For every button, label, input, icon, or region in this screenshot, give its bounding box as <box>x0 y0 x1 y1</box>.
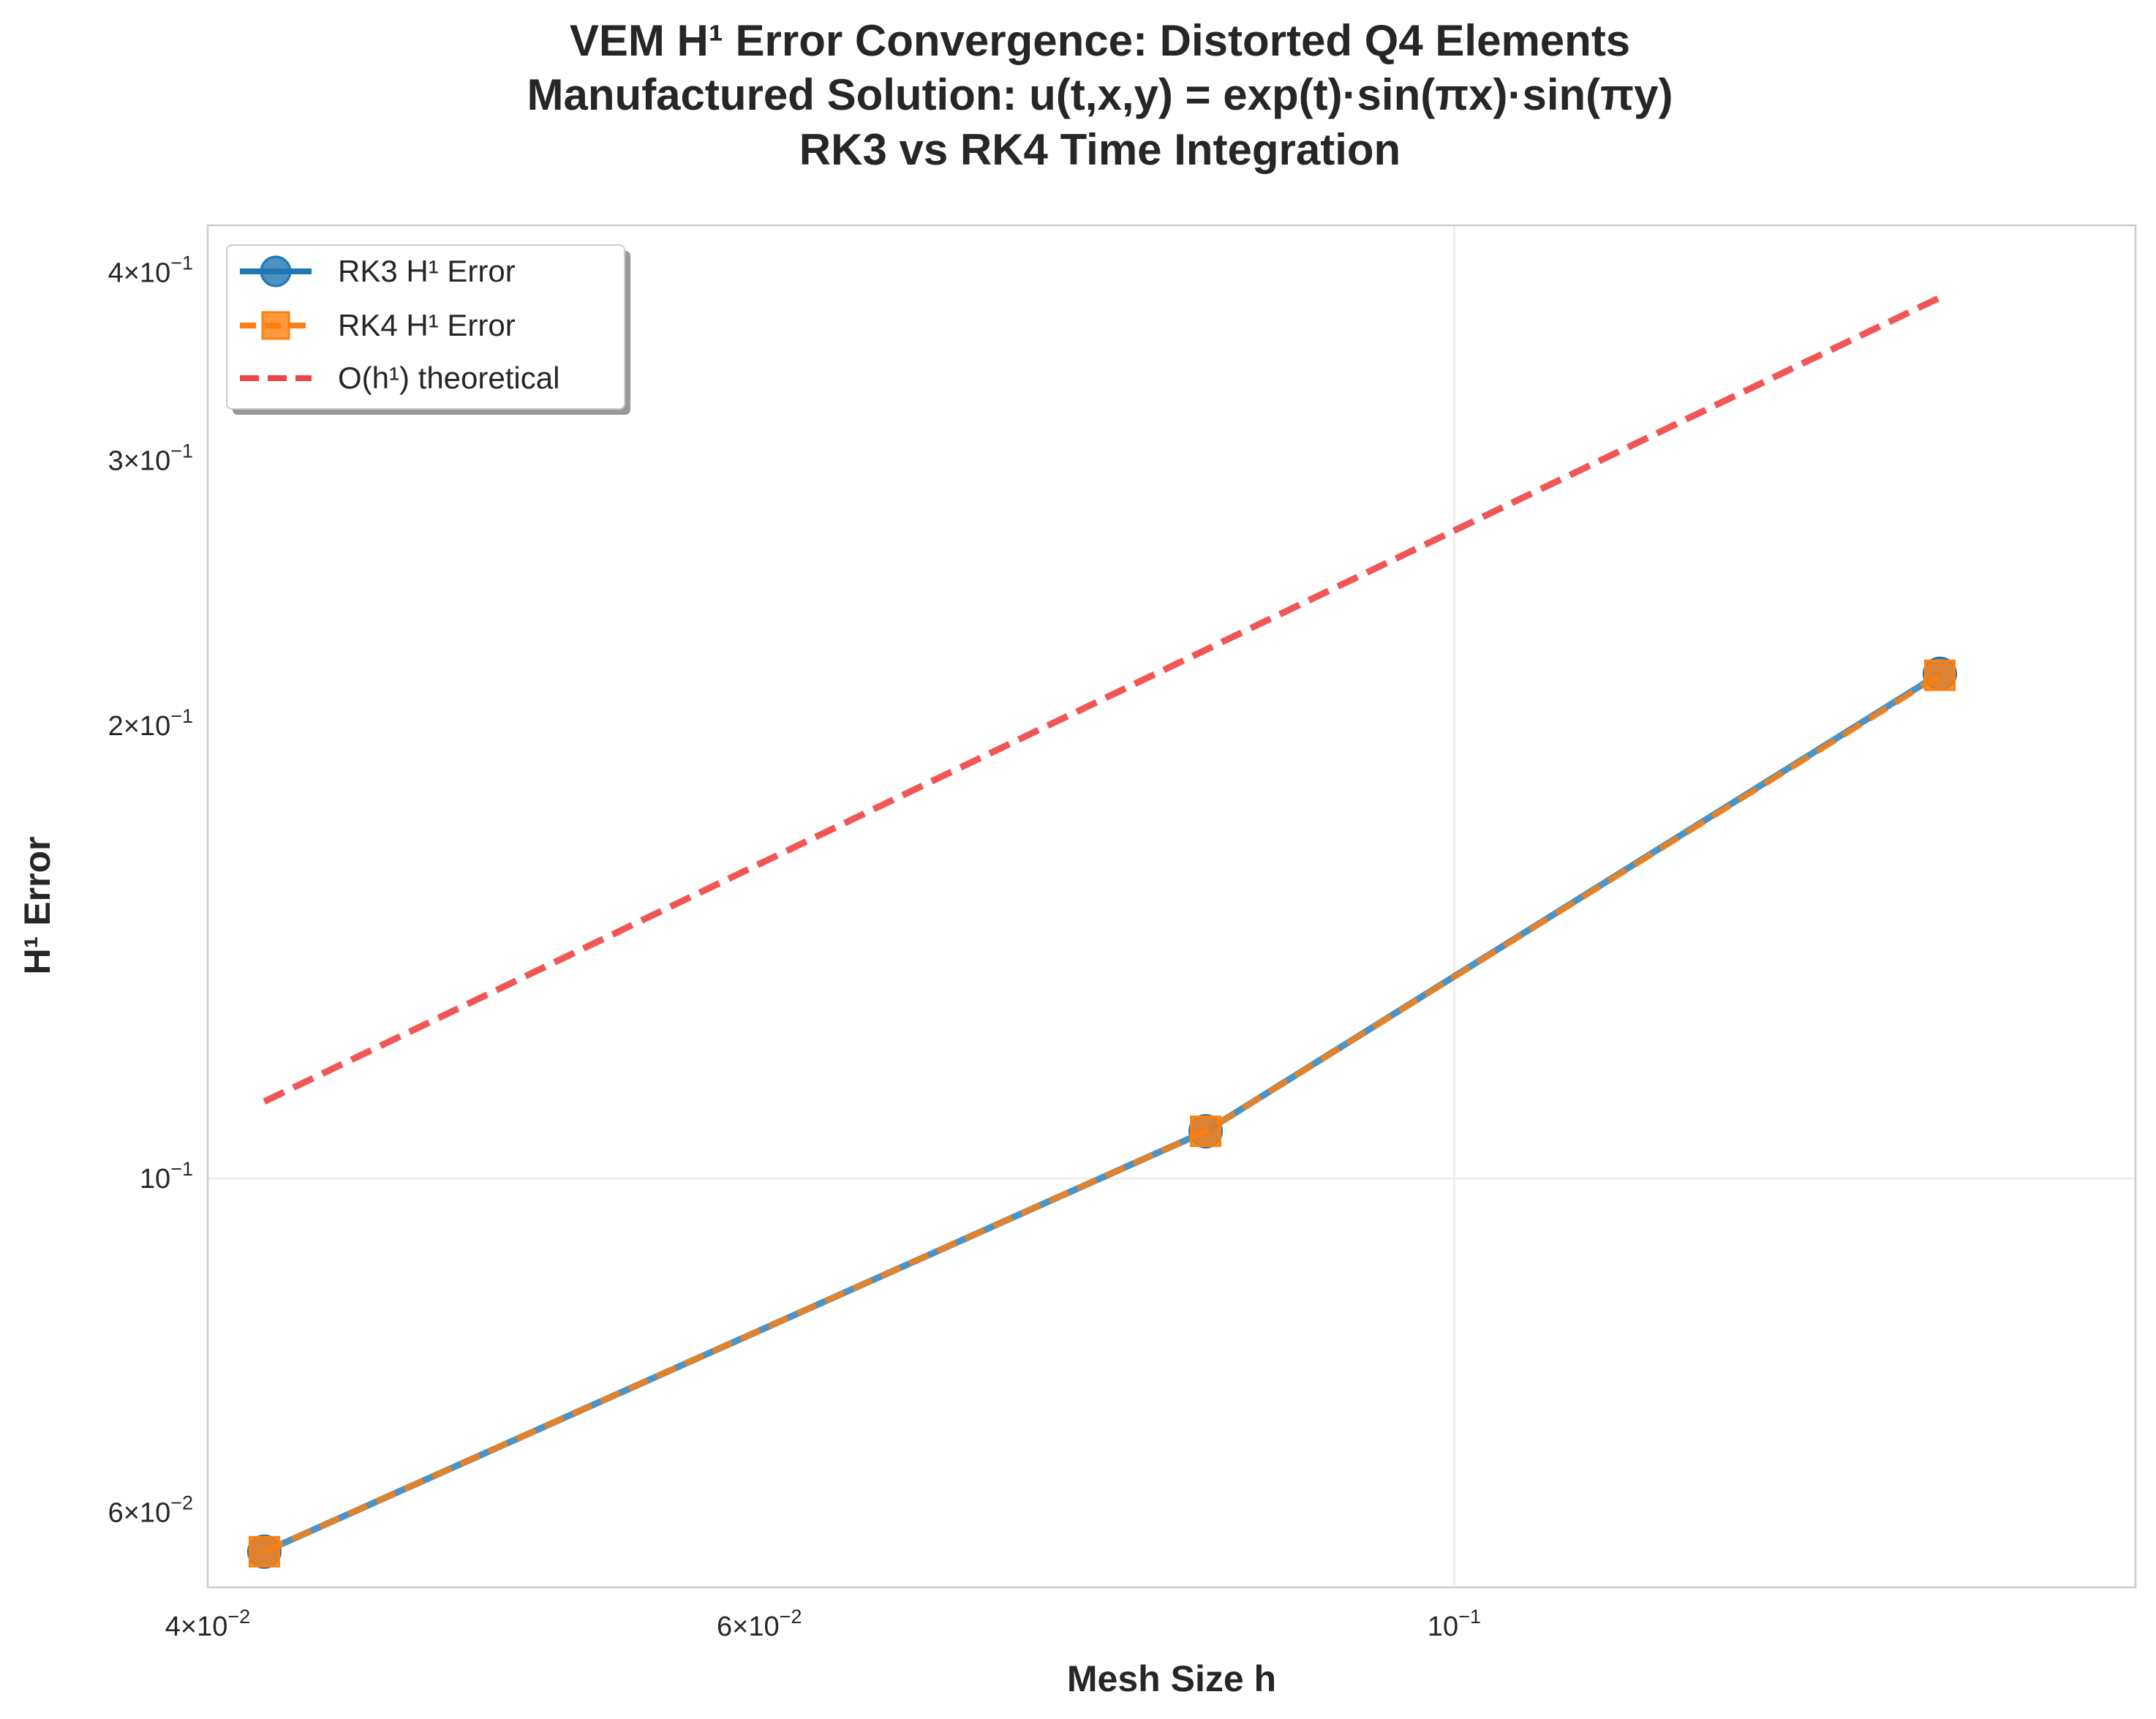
plot-area <box>206 224 2137 1589</box>
chart-title-line-1: VEM H¹ Error Convergence: Distorted Q4 E… <box>570 16 1630 65</box>
y-tick-label: 6×10−2 <box>108 1492 193 1529</box>
legend: RK3 H¹ Error RK4 H¹ Error O(h¹) theoretica… <box>226 244 630 415</box>
y-tick-label: 4×10−1 <box>108 252 193 289</box>
series-line <box>263 671 1942 1555</box>
series-line <box>263 672 1942 1554</box>
y-tick-label: 3×10−1 <box>108 440 193 477</box>
y-axis-label: H¹ Error <box>17 837 58 975</box>
y-tick-label: 2×10−1 <box>108 705 193 742</box>
x-tick-label: 4×10−2 <box>165 1606 250 1642</box>
x-tick-label: 10−1 <box>1428 1606 1481 1642</box>
legend-swatch-marker <box>261 311 290 340</box>
legend-box <box>226 244 625 410</box>
legend-items: RK3 H¹ Error RK4 H¹ Error O(h¹) theoretica… <box>240 254 559 395</box>
x-tick-label: 6×10−2 <box>717 1606 802 1642</box>
y-tick-label: 10−1 <box>140 1158 193 1195</box>
legend-entry-label: RK4 H¹ Error <box>338 308 516 342</box>
series-line <box>263 294 1942 1105</box>
legend-entry-label: RK3 H¹ Error <box>338 254 516 288</box>
legend-entry-label: O(h¹) theoretical <box>338 361 559 395</box>
chart-title-line-3: RK3 vs RK4 Time Integration <box>799 125 1401 174</box>
data-point <box>1190 1116 1222 1148</box>
legend-swatch-marker <box>260 255 292 287</box>
grid <box>208 225 2136 1587</box>
y-axis-ticks: 6×10−2 10−1 2×10−1 3×10−1 4×10−1 <box>108 252 193 1529</box>
chart-title-line-2: Manufactured Solution: u(t,x,y) = exp(t)… <box>527 70 1673 119</box>
data-point <box>248 1535 280 1568</box>
data-point <box>1924 659 1956 691</box>
x-axis-label: Mesh Size h <box>1067 1658 1276 1699</box>
x-axis-ticks: 4×10−2 6×10−2 10−1 <box>165 1606 1481 1642</box>
series-layer <box>246 294 1958 1569</box>
